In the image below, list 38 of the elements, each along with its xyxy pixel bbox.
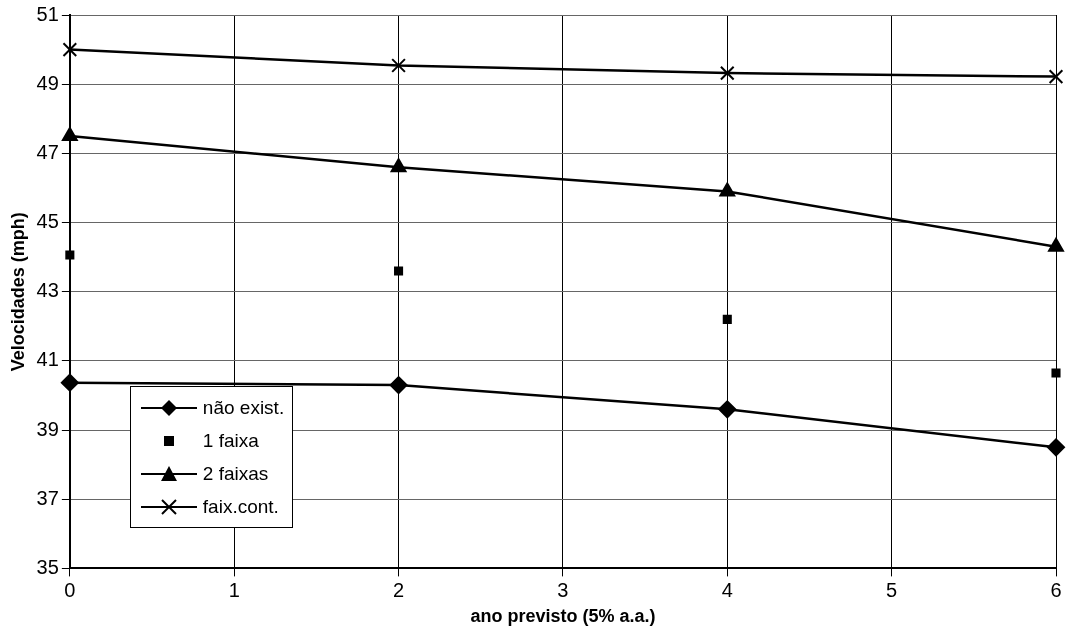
y-tick-label: 41 [36,348,59,371]
legend-label: faix.cont. [202,495,279,520]
y-tick-label: 49 [36,71,59,94]
point [718,400,737,419]
point [394,266,404,276]
x-tick-label: 0 [64,578,76,601]
point [1048,69,1064,84]
point [1048,237,1064,252]
y-tick-label: 45 [36,210,59,233]
legend-label: não exist. [202,396,285,421]
x-tick-label: 4 [721,578,733,601]
y-tick-label: 51 [36,2,59,25]
y-axis-title: Velocidades (mph) [7,212,28,372]
legend-label: 2 faixas [202,462,269,487]
point [719,182,736,197]
x-tick-label: 3 [557,578,569,601]
point [1047,438,1065,457]
point [61,127,78,142]
point [62,42,78,57]
point [391,58,406,73]
x-tick-label: 5 [886,578,898,601]
point [65,250,75,260]
x-tick-label: 2 [393,578,405,601]
x-tick-label: 1 [228,578,240,601]
point [719,65,735,81]
y-tick-label: 39 [36,417,59,440]
y-tick-label: 47 [36,140,59,163]
point [722,314,732,324]
y-tick-label: 43 [36,279,59,302]
point [1051,368,1061,378]
x-axis-title: ano previsto (5% a.a.) [470,606,656,627]
point [390,158,407,173]
y-tick-label: 37 [36,486,59,509]
x-tick-label: 6 [1050,578,1062,601]
legend-label: 1 faixa [202,429,259,454]
y-tick-label: 35 [36,555,59,578]
point [60,373,79,392]
point [389,376,408,395]
